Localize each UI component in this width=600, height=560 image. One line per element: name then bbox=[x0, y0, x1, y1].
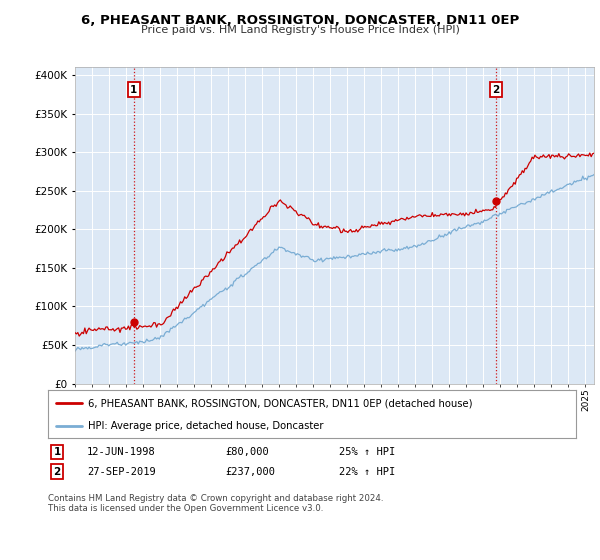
Text: Contains HM Land Registry data © Crown copyright and database right 2024.
This d: Contains HM Land Registry data © Crown c… bbox=[48, 494, 383, 514]
Text: 6, PHEASANT BANK, ROSSINGTON, DONCASTER, DN11 0EP: 6, PHEASANT BANK, ROSSINGTON, DONCASTER,… bbox=[81, 14, 519, 27]
Text: HPI: Average price, detached house, Doncaster: HPI: Average price, detached house, Donc… bbox=[88, 421, 323, 431]
Text: 6, PHEASANT BANK, ROSSINGTON, DONCASTER, DN11 0EP (detached house): 6, PHEASANT BANK, ROSSINGTON, DONCASTER,… bbox=[88, 398, 472, 408]
Text: 22% ↑ HPI: 22% ↑ HPI bbox=[339, 466, 395, 477]
Text: £237,000: £237,000 bbox=[225, 466, 275, 477]
Text: 27-SEP-2019: 27-SEP-2019 bbox=[87, 466, 156, 477]
Text: 1: 1 bbox=[130, 85, 137, 95]
Text: Price paid vs. HM Land Registry's House Price Index (HPI): Price paid vs. HM Land Registry's House … bbox=[140, 25, 460, 35]
Text: 2: 2 bbox=[493, 85, 500, 95]
Text: 2: 2 bbox=[53, 466, 61, 477]
Text: 1: 1 bbox=[53, 447, 61, 457]
Text: £80,000: £80,000 bbox=[225, 447, 269, 457]
Text: 12-JUN-1998: 12-JUN-1998 bbox=[87, 447, 156, 457]
Text: 25% ↑ HPI: 25% ↑ HPI bbox=[339, 447, 395, 457]
